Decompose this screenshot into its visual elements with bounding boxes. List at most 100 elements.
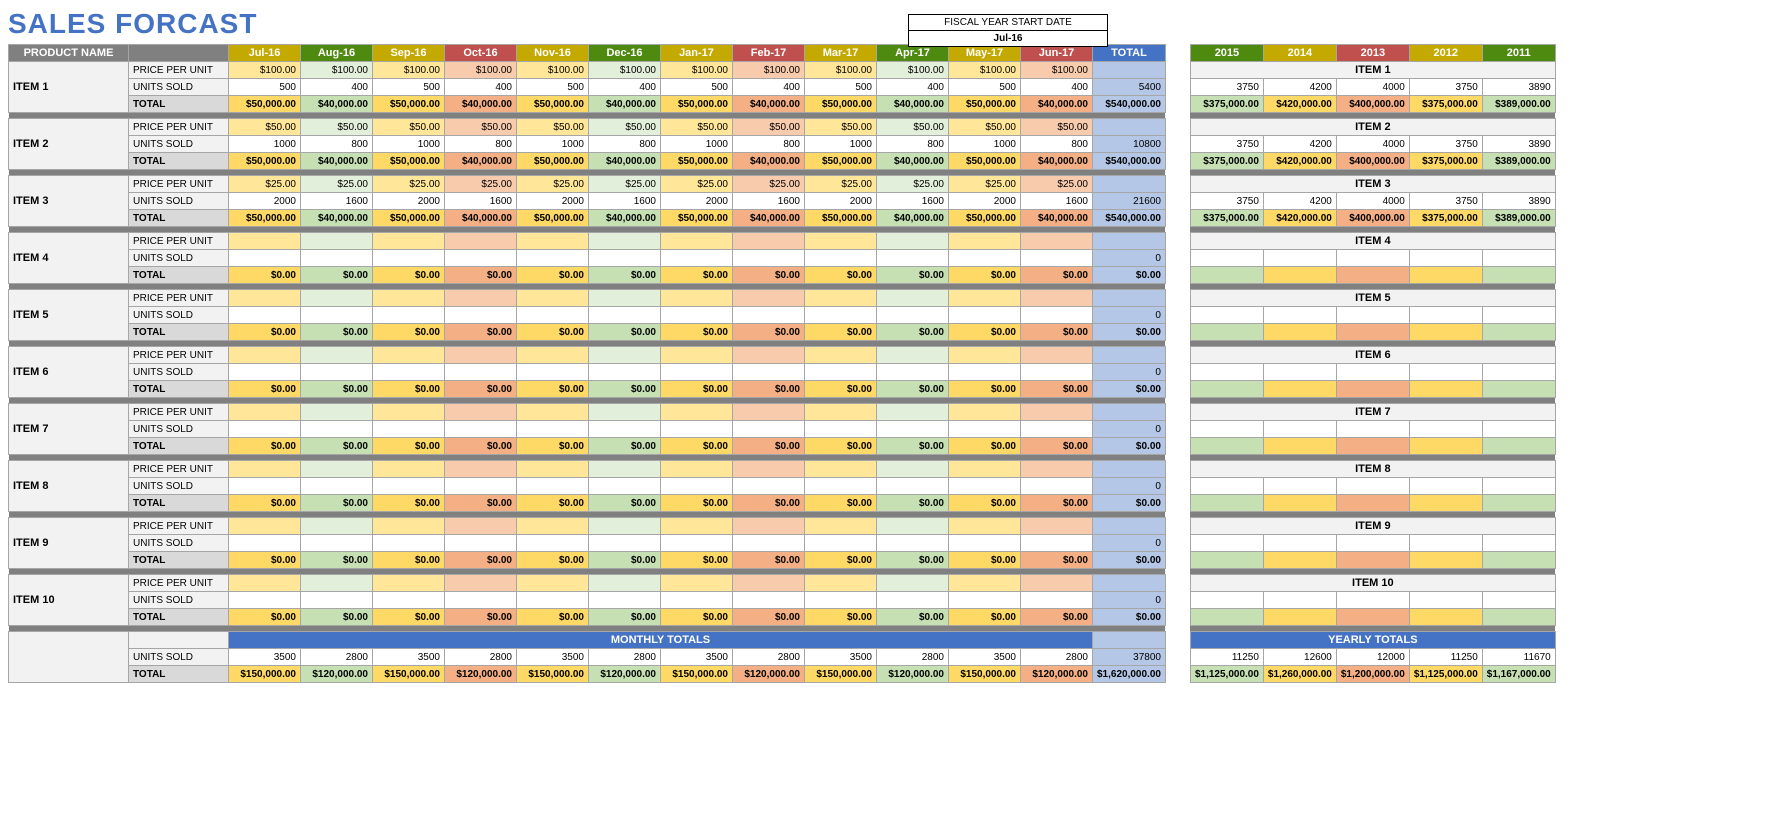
cell-price[interactable]: $25.00 [517,176,589,193]
cell-units[interactable] [877,535,949,552]
cell-units[interactable] [1021,592,1093,609]
cell-price[interactable] [517,290,589,307]
cell-units[interactable] [445,250,517,267]
cell-units[interactable]: 1600 [301,193,373,210]
cell-units[interactable] [1021,250,1093,267]
cell-price[interactable] [517,233,589,250]
cell-year-units[interactable] [1263,364,1336,381]
cell-price[interactable]: $100.00 [877,62,949,79]
cell-units[interactable]: 1600 [877,193,949,210]
cell-units[interactable] [877,307,949,324]
cell-year-units[interactable] [1336,478,1409,495]
cell-year-units[interactable] [1409,307,1482,324]
cell-units[interactable]: 1000 [229,136,301,153]
cell-units[interactable] [517,592,589,609]
cell-price[interactable] [661,518,733,535]
cell-price[interactable] [877,290,949,307]
cell-price[interactable] [301,575,373,592]
cell-year-units[interactable] [1263,307,1336,324]
cell-units[interactable] [661,307,733,324]
cell-price[interactable] [805,233,877,250]
cell-price[interactable] [877,233,949,250]
cell-units[interactable]: 400 [877,79,949,96]
cell-price[interactable] [1021,233,1093,250]
cell-price[interactable] [949,461,1021,478]
cell-units[interactable] [805,421,877,438]
cell-price[interactable] [301,347,373,364]
cell-price[interactable]: $100.00 [733,62,805,79]
cell-year-units[interactable]: 3750 [1190,79,1263,96]
cell-price[interactable]: $25.00 [373,176,445,193]
cell-price[interactable] [589,404,661,421]
cell-units[interactable]: 1000 [661,136,733,153]
cell-year-units[interactable] [1190,250,1263,267]
cell-units[interactable]: 1000 [517,136,589,153]
cell-price[interactable]: $25.00 [445,176,517,193]
cell-units[interactable] [301,364,373,381]
cell-units[interactable] [301,250,373,267]
cell-price[interactable] [373,518,445,535]
cell-price[interactable] [589,290,661,307]
cell-year-units[interactable]: 3890 [1482,136,1555,153]
cell-price[interactable] [589,461,661,478]
cell-year-units[interactable] [1409,364,1482,381]
cell-price[interactable]: $25.00 [877,176,949,193]
cell-year-units[interactable] [1263,250,1336,267]
cell-price[interactable] [589,575,661,592]
cell-year-units[interactable]: 4000 [1336,79,1409,96]
cell-units[interactable] [589,364,661,381]
cell-units[interactable]: 400 [445,79,517,96]
cell-units[interactable] [733,478,805,495]
cell-units[interactable]: 1600 [733,193,805,210]
cell-units[interactable]: 1600 [589,193,661,210]
cell-price[interactable]: $25.00 [805,176,877,193]
cell-units[interactable] [589,535,661,552]
cell-price[interactable]: $50.00 [517,119,589,136]
cell-units[interactable] [229,250,301,267]
cell-units[interactable] [517,535,589,552]
cell-units[interactable]: 500 [229,79,301,96]
cell-price[interactable] [661,347,733,364]
cell-year-units[interactable]: 3750 [1190,136,1263,153]
cell-price[interactable] [733,404,805,421]
cell-units[interactable] [589,478,661,495]
cell-units[interactable] [733,421,805,438]
cell-price[interactable] [949,347,1021,364]
cell-units[interactable] [661,535,733,552]
cell-units[interactable] [949,592,1021,609]
cell-units[interactable] [661,364,733,381]
cell-price[interactable]: $100.00 [517,62,589,79]
cell-price[interactable] [301,404,373,421]
cell-price[interactable]: $50.00 [445,119,517,136]
cell-price[interactable] [661,575,733,592]
cell-units[interactable]: 500 [517,79,589,96]
cell-year-units[interactable] [1190,421,1263,438]
cell-units[interactable]: 1000 [805,136,877,153]
cell-year-units[interactable] [1409,535,1482,552]
cell-units[interactable] [877,250,949,267]
cell-price[interactable] [949,518,1021,535]
cell-price[interactable] [733,347,805,364]
cell-price[interactable] [373,404,445,421]
cell-price[interactable] [373,461,445,478]
cell-price[interactable] [1021,290,1093,307]
cell-units[interactable] [1021,478,1093,495]
cell-year-units[interactable] [1190,307,1263,324]
cell-price[interactable]: $100.00 [589,62,661,79]
cell-year-units[interactable] [1482,478,1555,495]
cell-units[interactable]: 500 [373,79,445,96]
cell-units[interactable]: 1000 [373,136,445,153]
cell-price[interactable] [1021,518,1093,535]
cell-units[interactable]: 400 [301,79,373,96]
cell-units[interactable] [877,364,949,381]
cell-units[interactable] [229,421,301,438]
cell-units[interactable]: 2000 [229,193,301,210]
cell-units[interactable] [445,535,517,552]
cell-units[interactable] [445,307,517,324]
cell-price[interactable] [229,404,301,421]
cell-price[interactable] [949,404,1021,421]
cell-units[interactable] [445,592,517,609]
cell-units[interactable] [445,478,517,495]
cell-units[interactable]: 1600 [445,193,517,210]
cell-price[interactable] [445,575,517,592]
